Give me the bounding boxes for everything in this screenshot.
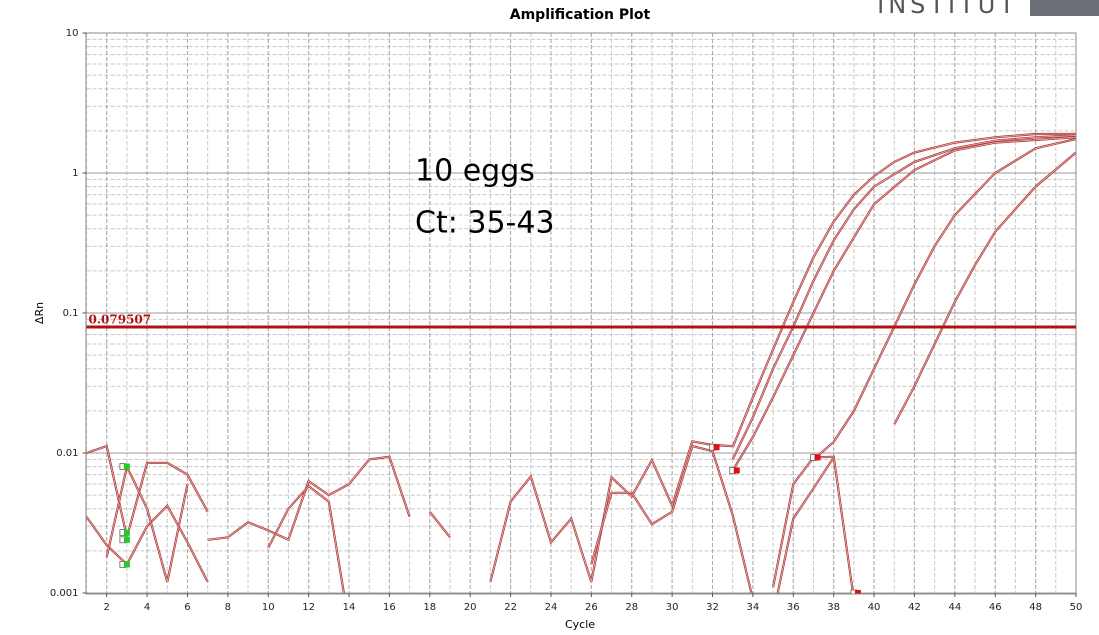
x-axis-label: Cycle [565,618,595,631]
marker [123,463,130,470]
marker [733,467,740,474]
x-tick-label: 44 [948,602,961,613]
x-tick-label: 24 [545,602,558,613]
curve-highlight [86,505,208,583]
y-tick-label: 10 [66,28,79,39]
curve-highlight [894,152,1076,425]
x-tick-label: 10 [262,602,275,613]
marker [713,444,720,451]
curve-highlight [429,441,733,582]
x-tick-label: 32 [706,602,719,613]
x-tick-label: 20 [464,602,477,613]
x-tick-label: 12 [302,602,315,613]
x-tick-label: 8 [225,602,231,613]
y-tick-label: 0.01 [56,448,78,459]
x-tick-label: 26 [585,602,598,613]
x-tick-label: 16 [383,602,396,613]
x-tick-label: 40 [868,602,881,613]
x-tick-label: 36 [787,602,800,613]
x-tick-label: 42 [908,602,921,613]
curve-highlight [86,445,208,538]
marker [123,529,130,536]
chart-title: Amplification Plot [510,7,651,23]
x-tick-label: 50 [1070,602,1083,613]
x-tick-label: 48 [1029,602,1042,613]
logo-block [1030,0,1099,16]
y-tick-label: 1 [72,168,78,179]
annotation: 10 eggs [415,154,535,189]
x-tick-label: 14 [343,602,356,613]
marker [854,590,861,594]
x-tick-label: 38 [827,602,840,613]
curve-highlight [591,445,752,594]
curve-highlight [267,485,345,594]
annotation: Ct: 35-43 [415,206,555,241]
curve-highlight [777,457,834,594]
x-tick-label: 30 [666,602,679,613]
y-tick-label: 0.1 [63,308,79,319]
x-tick-label: 18 [423,602,436,613]
x-tick-label: 4 [144,602,150,613]
x-tick-label: 22 [504,602,517,613]
threshold-label: 0.079507 [89,312,152,326]
plot-area [86,132,1076,594]
curve-highlight [732,137,1076,471]
curve-highlight [732,133,1076,448]
x-tick-label: 34 [747,602,760,613]
x-tick-label: 2 [104,602,110,613]
x-tick-label: 28 [625,602,638,613]
grid [86,32,1077,594]
marker [123,561,130,568]
curve-highlight [106,465,188,582]
x-tick-label: 46 [989,602,1002,613]
y-tick-label: 0.001 [50,588,79,599]
marker [123,536,130,543]
curve-highlight [207,456,410,541]
curve-highlight [732,135,1076,460]
x-tick-label: 6 [184,602,190,613]
marker [814,454,821,461]
curve-highlight [813,138,1076,460]
y-axis-label: ΔRn [33,302,46,324]
logo-text: INSTITUT [877,0,1018,19]
